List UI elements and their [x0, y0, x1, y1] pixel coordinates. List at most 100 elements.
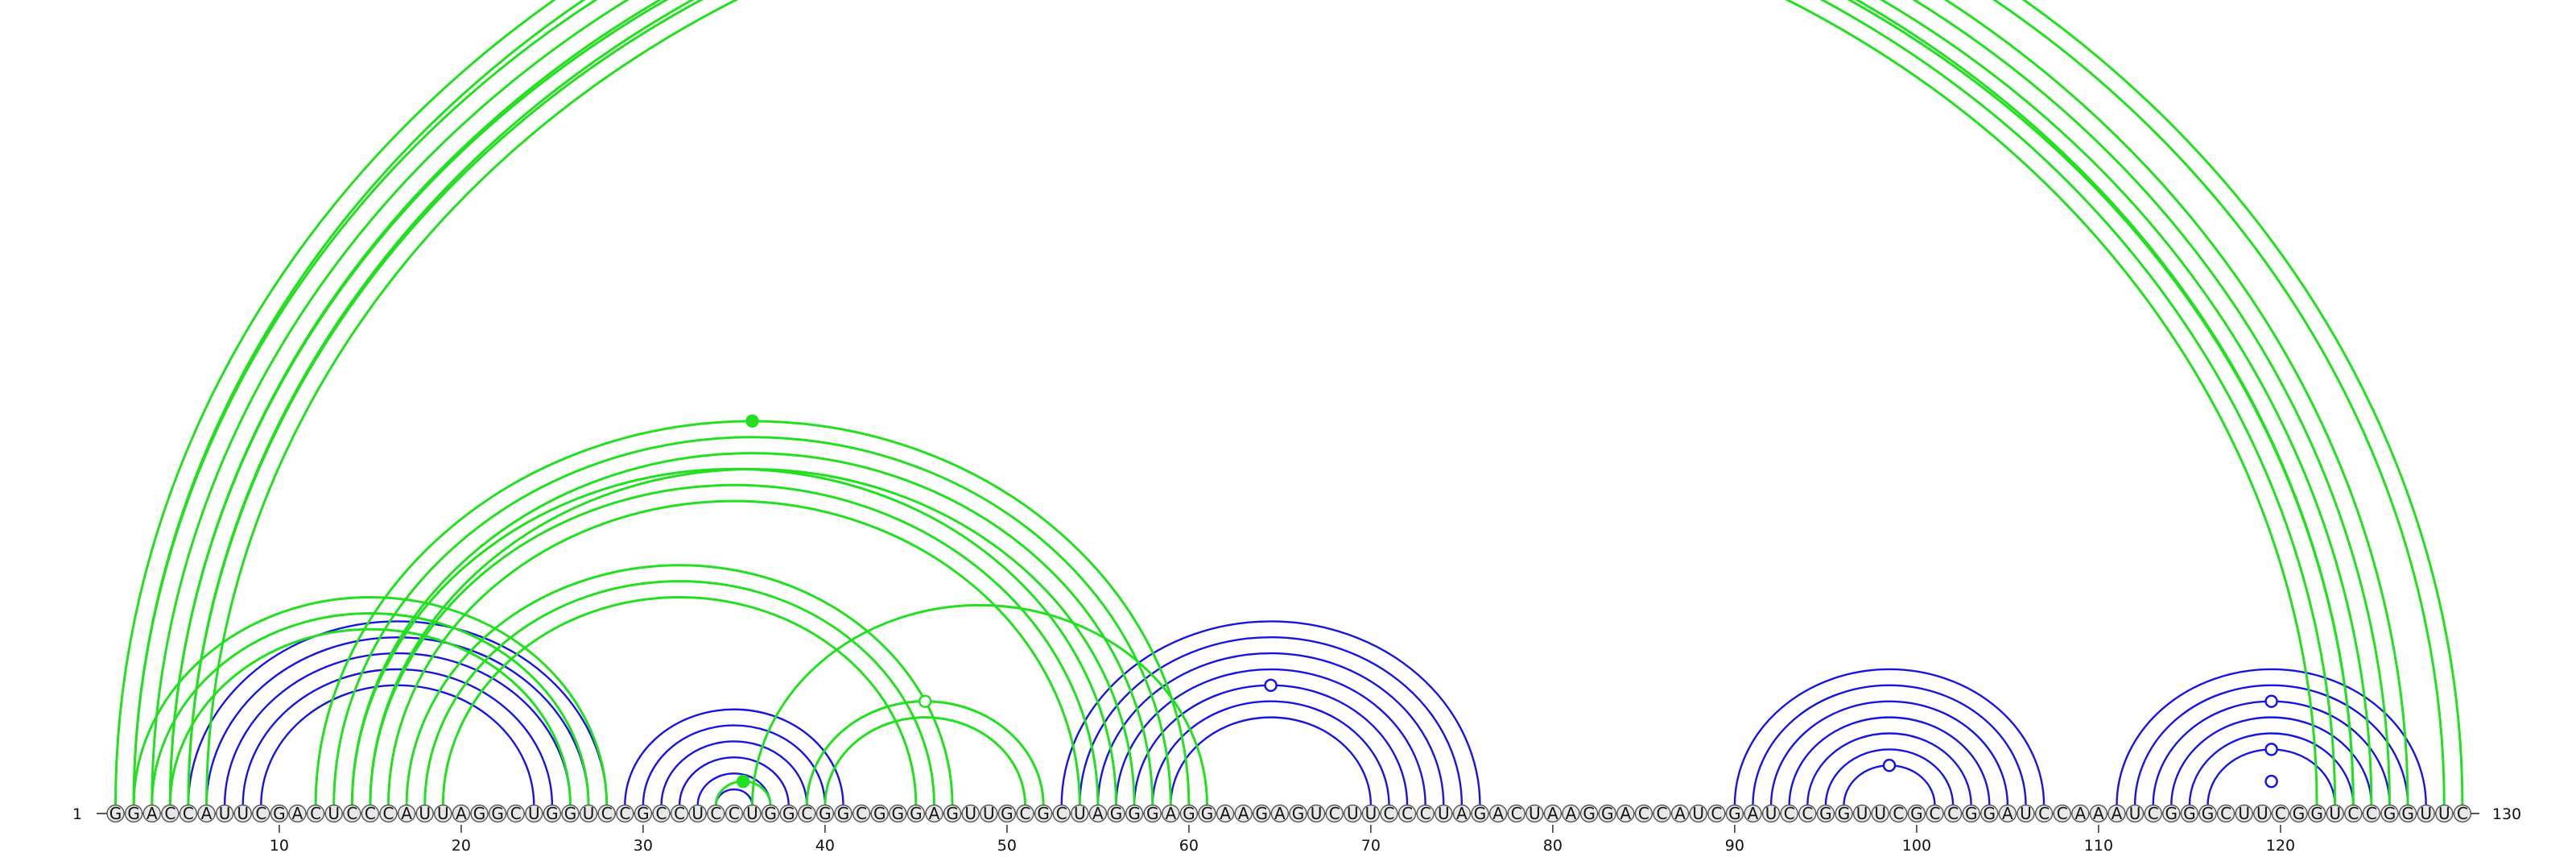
nucleotide-15-circle [361, 804, 380, 823]
nucleotide-19-letter: U [437, 804, 449, 823]
nucleotide-36-circle [743, 804, 762, 823]
nucleotide-102-circle [1943, 804, 1963, 823]
nucleotide-60-circle [1179, 804, 1199, 823]
nucleotide-126-letter: G [2384, 804, 2396, 823]
nucleotide-5-circle [179, 804, 198, 823]
nucleotide-29-letter: C [619, 804, 630, 823]
nucleotide-99-circle [1889, 804, 1908, 823]
nucleotide-128-circle [2417, 804, 2435, 823]
nucleotide-81-circle [1562, 804, 1580, 823]
nucleotide-9-circle [252, 804, 270, 823]
nucleotide-28-circle [597, 804, 616, 823]
marker-96-101 [1882, 759, 1897, 772]
nucleotide-117-circle [2216, 804, 2235, 823]
nucleotide-119-circle [2253, 804, 2272, 823]
nucleotide-114-letter: G [2165, 804, 2178, 823]
nucleotide-89-letter: C [1711, 804, 1722, 823]
nucleotide-68-circle [1325, 804, 1344, 823]
nucleotide-35-letter: C [729, 804, 740, 823]
nucleotide-110-letter: A [2093, 804, 2104, 823]
blue-arc-29-41 [624, 708, 844, 806]
tick-label-10: 10 [270, 837, 289, 855]
nucleotide-74-circle [1435, 804, 1453, 823]
nucleotide-62-circle [1216, 804, 1235, 823]
nucleotide-35-circle [724, 804, 744, 823]
nucleotide-83-letter: G [1601, 804, 1614, 823]
nucleotide-118-letter: U [2238, 804, 2250, 823]
nucleotide-6-circle [197, 804, 216, 823]
nucleotide-21-circle [470, 804, 489, 823]
nucleotide-64-circle [1253, 804, 1271, 823]
nucleotide-26-letter: G [564, 804, 577, 823]
nucleotide-24-letter: U [528, 804, 540, 823]
nucleotide-130-letter: C [2457, 804, 2468, 823]
nucleotide-25-letter: G [546, 804, 559, 823]
nucleotide-19-circle [434, 804, 452, 823]
nucleotide-120-circle [2271, 804, 2290, 823]
nucleotide-91-circle [1744, 804, 1762, 823]
nucleotide-10-letter: G [273, 804, 286, 823]
blue-arc-90-107 [1733, 668, 2046, 806]
nucleotide-56-letter: G [1110, 804, 1123, 823]
nucleotide-67-letter: U [1311, 804, 1323, 823]
nucleotide-74-letter: U [1438, 804, 1450, 823]
nucleotide-32-circle [670, 804, 689, 823]
nucleotide-105-circle [1998, 804, 2017, 823]
nucleotide-97-letter: U [1856, 804, 1868, 823]
green-arc-15-55 [369, 483, 1100, 806]
nucleotide-109-letter: A [2074, 804, 2086, 823]
nucleotide-126-circle [2380, 804, 2399, 823]
nucleotide-98-letter: U [1874, 804, 1886, 823]
green-arc-16-54 [387, 499, 1081, 806]
blue-arc-32-38 [678, 756, 790, 806]
green-arc-18-46 [423, 580, 935, 806]
nucleotide-66-circle [1289, 804, 1307, 823]
nucleotide-1-circle [106, 804, 125, 823]
nucleotide-43-circle [870, 804, 889, 823]
nucleotide-122-letter: G [2310, 804, 2323, 823]
green-arc-13-59 [332, 436, 1172, 806]
green-arc-5-123 [187, 0, 2337, 806]
nucleotide-123-circle [2326, 804, 2344, 823]
blue-arc-92-105 [1769, 700, 2009, 806]
nucleotide-94-letter: C [1802, 804, 1813, 823]
nucleotide-63-letter: A [1238, 804, 1249, 823]
nucleotide-100-circle [1907, 804, 1926, 823]
nucleotide-103-circle [1962, 804, 1980, 823]
tick-label-40: 40 [815, 837, 835, 855]
nucleotide-15-letter: C [365, 804, 376, 823]
nucleotide-32-letter: C [674, 804, 685, 823]
nucleotide-59-letter: A [1165, 804, 1176, 823]
nucleotide-70-circle [1361, 804, 1381, 823]
nucleotide-112-circle [2125, 804, 2145, 823]
blue-arc-30-40 [642, 724, 827, 806]
nucleotide-40-circle [815, 804, 835, 823]
nucleotide-88-letter: U [1692, 804, 1704, 823]
nucleotide-17-letter: A [401, 804, 412, 823]
tick-label-80: 80 [1543, 837, 1563, 855]
nucleotide-89-circle [1707, 804, 1726, 823]
nucleotide-82-circle [1579, 804, 1599, 823]
nucleotide-127-letter: G [2401, 804, 2414, 823]
nucleotide-95-letter: G [1819, 804, 1832, 823]
nucleotide-27-circle [579, 804, 598, 823]
nucleotide-6-letter: A [201, 804, 213, 823]
tick-label-90: 90 [1725, 837, 1744, 855]
nucleotide-69-circle [1344, 804, 1362, 823]
nucleotide-17-circle [397, 804, 416, 823]
nucleotide-76-circle [1471, 804, 1489, 823]
nucleotide-73-circle [1416, 804, 1435, 823]
nucleotide-75-circle [1452, 804, 1472, 823]
nucleotide-111-circle [2107, 804, 2126, 823]
green-arc-14-56 [350, 467, 1117, 806]
tick-label-30: 30 [634, 837, 653, 855]
marker-118-121 [2264, 774, 2278, 789]
nucleotide-118-circle [2235, 804, 2253, 823]
nucleotide-129-letter: U [2438, 804, 2450, 823]
nucleotide-50-letter: G [1001, 804, 1013, 823]
nucleotide-65-circle [1270, 804, 1290, 823]
nucleotide-69-letter: U [1347, 804, 1359, 823]
nucleotide-127-circle [2398, 804, 2417, 823]
